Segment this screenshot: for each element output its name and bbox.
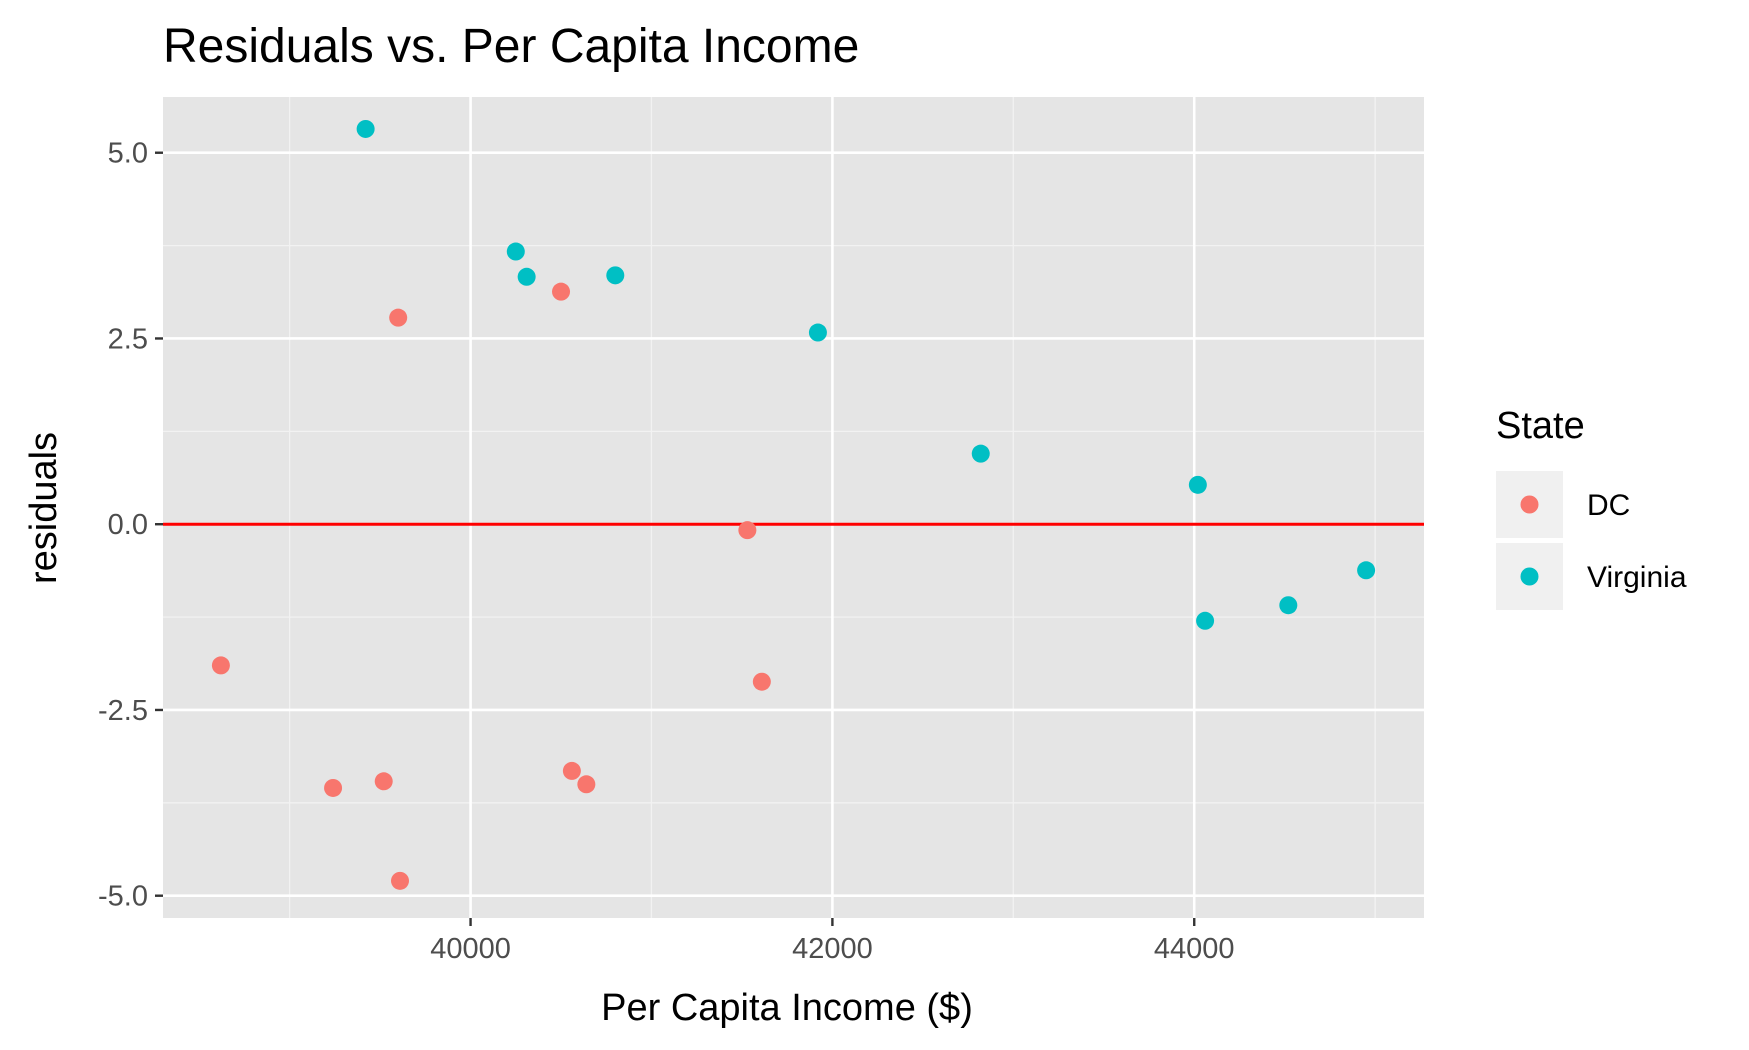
y-tick-label: 5.0 xyxy=(108,138,148,170)
x-tick-label: 44000 xyxy=(1154,933,1235,965)
y-axis-title: residuals xyxy=(23,432,65,584)
legend-swatch xyxy=(1520,567,1539,586)
y-tick-label: -2.5 xyxy=(98,695,148,727)
data-point xyxy=(577,775,596,794)
data-point xyxy=(356,119,375,138)
y-axis: -5.0 -2.5 0.0 2.5 5.0 xyxy=(98,138,163,913)
data-point xyxy=(1196,611,1215,630)
data-point xyxy=(738,521,757,540)
data-point xyxy=(324,778,343,797)
data-point xyxy=(1279,596,1298,615)
y-tick-label: 2.5 xyxy=(108,323,148,355)
series-dc xyxy=(211,282,771,890)
y-tick-label: 0.0 xyxy=(108,509,148,541)
plot-panel xyxy=(163,97,1424,918)
data-point xyxy=(391,871,410,890)
data-point xyxy=(971,444,990,463)
data-point xyxy=(517,267,536,286)
data-point xyxy=(211,656,230,675)
y-tick-label: -5.0 xyxy=(98,881,148,913)
data-point xyxy=(808,323,827,342)
x-axis-title: Per Capita Income ($) xyxy=(601,987,973,1029)
data-point xyxy=(374,772,393,791)
data-point xyxy=(506,242,525,261)
data-point xyxy=(389,308,408,327)
legend-label: Virginia xyxy=(1587,561,1687,594)
legend-swatch xyxy=(1520,495,1539,514)
chart-title: Residuals vs. Per Capita Income xyxy=(163,20,859,73)
data-point xyxy=(562,761,581,780)
legend: State DC Virginia xyxy=(1496,405,1687,610)
data-point xyxy=(552,282,571,301)
legend-label: DC xyxy=(1587,489,1630,522)
x-tick-label: 42000 xyxy=(792,933,873,965)
data-point xyxy=(606,266,625,285)
data-point xyxy=(1357,561,1376,580)
x-axis: 40000 42000 44000 xyxy=(430,918,1235,965)
data-point xyxy=(1188,475,1207,494)
data-point xyxy=(752,672,771,691)
series-virginia xyxy=(356,119,1376,630)
legend-title: State xyxy=(1496,405,1585,447)
panel-background xyxy=(163,97,1424,918)
x-tick-label: 40000 xyxy=(430,933,511,965)
